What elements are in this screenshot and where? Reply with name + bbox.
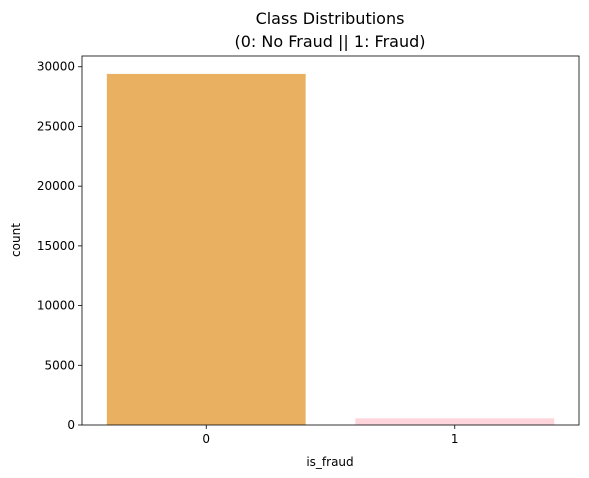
y-axis-label: count — [9, 223, 23, 257]
y-tick-label-25000: 25000 — [37, 119, 75, 133]
y-tick-label-5000: 5000 — [44, 358, 75, 372]
y-tick-label-10000: 10000 — [37, 299, 75, 313]
y-tick-label-20000: 20000 — [37, 179, 75, 193]
chart-title-line2: (0: No Fraud || 1: Fraud) — [234, 32, 425, 51]
chart-title-line1: Class Distributions — [256, 9, 405, 28]
x-axis-label: is_fraud — [306, 455, 353, 469]
y-axis-ticks: 0 5000 10000 15000 20000 25000 30000 — [37, 60, 82, 432]
y-tick-label-0: 0 — [67, 418, 75, 432]
x-tick-label-1: 1 — [451, 432, 459, 446]
plot-frame — [81, 55, 580, 426]
bars-group — [106, 73, 555, 425]
bar-0 — [106, 73, 306, 425]
y-tick-label-15000: 15000 — [37, 239, 75, 253]
y-tick-label-30000: 30000 — [37, 60, 75, 74]
x-tick-label-0: 0 — [202, 432, 210, 446]
bar-1 — [355, 418, 555, 425]
